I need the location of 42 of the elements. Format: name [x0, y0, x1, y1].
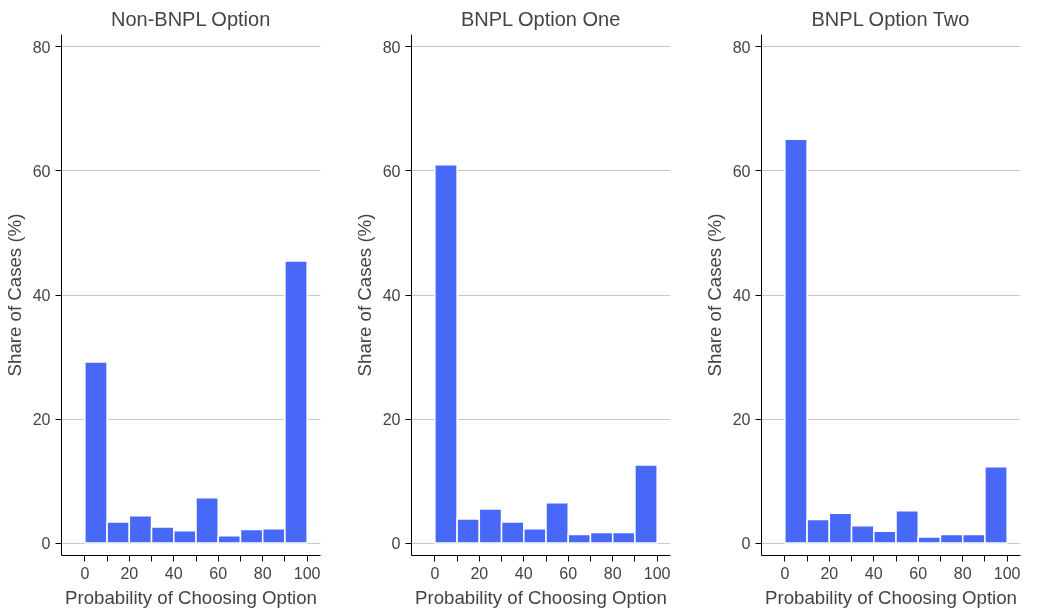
- chart-title: Non-BNPL Option: [110, 7, 271, 30]
- y-tick-label: 40: [32, 287, 51, 304]
- y-axis-title: Share of Cases (%): [353, 213, 375, 377]
- y-tick-label: 20: [382, 411, 401, 429]
- y-tick-label: 0: [741, 535, 751, 553]
- x-tick-label: 0: [430, 564, 440, 582]
- x-tick-label: 60: [559, 564, 578, 582]
- x-tick-label: 40: [164, 564, 183, 582]
- y-tick-label: 60: [382, 162, 401, 180]
- chart-title: BNPL Option Two: [811, 7, 970, 30]
- x-tick-label: 100: [293, 564, 321, 582]
- y-tick-label: 80: [32, 38, 51, 56]
- x-tick-label: 20: [820, 564, 839, 582]
- chart-title: BNPL Option One: [460, 7, 621, 30]
- y-tick-label: 80: [732, 38, 751, 56]
- x-tick-label: 80: [953, 564, 972, 582]
- x-tick-label: 20: [470, 564, 489, 582]
- x-tick-label: 40: [864, 564, 883, 582]
- y-tick-label: 60: [32, 162, 51, 180]
- y-tick-label: 20: [32, 411, 51, 429]
- x-tick-label: 20: [120, 564, 139, 582]
- x-tick-label: 100: [993, 564, 1021, 582]
- x-tick-label: 60: [909, 564, 928, 582]
- x-tick-label: 40: [514, 564, 533, 582]
- y-tick-label: 80: [382, 38, 401, 56]
- x-tick-label: 80: [253, 564, 272, 582]
- x-tick-label: 100: [643, 564, 671, 582]
- y-tick-label: 60: [732, 162, 751, 180]
- x-tick-label: 0: [780, 564, 790, 582]
- x-axis-title: Probability of Choosing Option: [65, 586, 318, 608]
- x-tick-label: 0: [80, 564, 90, 582]
- y-tick-label: 0: [391, 535, 401, 553]
- y-tick-label: 40: [732, 287, 751, 304]
- y-axis-title: Share of Cases (%): [3, 213, 25, 377]
- y-tick-label: 20: [732, 411, 751, 429]
- x-axis-title: Probability of Choosing Option: [415, 586, 668, 608]
- x-tick-label: 80: [603, 564, 622, 582]
- x-tick-label: 60: [209, 564, 228, 582]
- y-tick-label: 0: [41, 535, 51, 553]
- y-axis-title: Share of Cases (%): [703, 213, 725, 377]
- x-axis-title: Probability of Choosing Option: [765, 586, 1018, 608]
- y-tick-label: 40: [382, 287, 401, 304]
